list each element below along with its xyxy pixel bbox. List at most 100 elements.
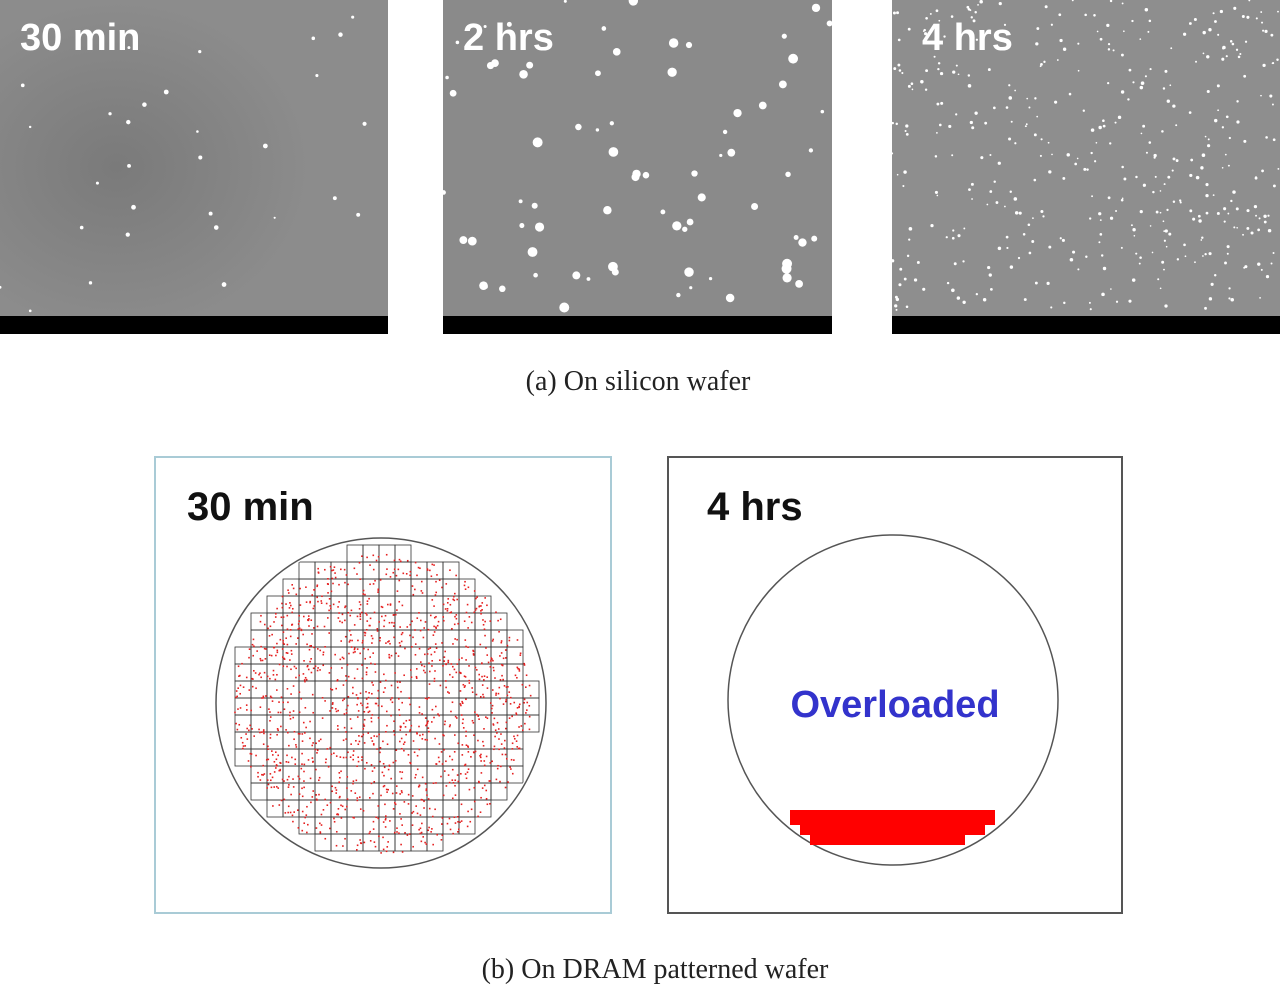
texture	[483, 675, 486, 677]
texture	[196, 130, 199, 133]
texture	[326, 748, 329, 750]
texture	[334, 576, 337, 579]
texture	[383, 625, 385, 628]
texture	[345, 712, 348, 714]
texture	[414, 629, 416, 631]
texture	[390, 777, 392, 780]
texture	[414, 776, 417, 779]
texture	[348, 629, 351, 632]
texture	[1139, 256, 1142, 259]
texture	[1176, 258, 1180, 261]
texture	[466, 603, 469, 606]
texture	[496, 767, 499, 770]
texture	[515, 713, 518, 716]
texture	[388, 621, 391, 624]
texture	[445, 760, 447, 763]
texture	[317, 567, 319, 570]
texture	[1206, 55, 1210, 59]
texture	[324, 646, 326, 648]
texture	[377, 555, 380, 558]
texture	[336, 679, 339, 681]
texture	[457, 828, 460, 831]
texture	[368, 797, 371, 799]
texture	[457, 820, 459, 823]
texture	[518, 705, 520, 708]
texture	[366, 600, 369, 602]
texture	[319, 738, 322, 741]
texture	[934, 155, 938, 158]
texture	[962, 260, 965, 263]
texture	[421, 713, 423, 715]
texture	[347, 704, 349, 707]
texture	[971, 198, 973, 200]
texture	[425, 788, 428, 790]
texture	[910, 82, 914, 86]
texture	[261, 659, 264, 662]
texture	[1276, 58, 1279, 61]
texture	[1237, 55, 1241, 59]
texture	[1059, 38, 1063, 43]
texture	[390, 654, 393, 657]
texture	[1039, 65, 1042, 68]
texture	[474, 666, 477, 669]
texture	[452, 832, 454, 835]
texture	[1254, 176, 1258, 180]
texture	[426, 721, 429, 724]
texture	[311, 757, 314, 759]
texture	[486, 654, 489, 656]
texture	[518, 747, 521, 750]
texture	[453, 623, 456, 626]
texture	[412, 636, 414, 639]
texture	[403, 801, 406, 803]
texture	[289, 629, 292, 631]
texture	[332, 603, 335, 606]
texture	[891, 152, 894, 155]
texture	[504, 753, 507, 756]
texture	[312, 667, 315, 670]
texture	[312, 742, 314, 744]
texture	[404, 647, 406, 650]
texture	[247, 760, 250, 762]
texture	[332, 196, 337, 201]
texture	[470, 808, 473, 811]
texture	[299, 587, 301, 590]
texture	[1250, 231, 1254, 235]
texture	[403, 741, 406, 744]
texture	[392, 625, 395, 627]
texture	[473, 734, 475, 737]
texture	[449, 673, 451, 676]
texture	[282, 642, 284, 644]
texture	[392, 614, 395, 616]
texture	[357, 697, 359, 699]
texture	[300, 767, 303, 770]
texture	[251, 685, 254, 688]
texture	[269, 779, 272, 782]
texture	[520, 725, 523, 727]
texture	[966, 5, 970, 9]
texture	[1135, 252, 1138, 255]
texture	[668, 38, 679, 48]
texture	[254, 672, 257, 674]
texture	[461, 702, 464, 705]
texture	[361, 704, 364, 707]
texture	[368, 832, 371, 835]
texture	[1031, 240, 1035, 243]
texture	[414, 643, 417, 645]
texture	[257, 771, 259, 774]
texture	[447, 691, 449, 693]
texture	[339, 795, 341, 798]
texture	[489, 762, 492, 764]
texture	[474, 750, 477, 753]
texture	[505, 757, 508, 760]
texture	[416, 731, 418, 734]
texture	[391, 697, 393, 699]
texture	[1248, 0, 1251, 2]
texture	[339, 756, 342, 758]
texture	[1132, 228, 1136, 232]
texture	[302, 673, 305, 675]
texture	[399, 771, 401, 773]
texture	[95, 181, 99, 185]
texture	[1005, 106, 1009, 109]
texture	[298, 620, 300, 622]
